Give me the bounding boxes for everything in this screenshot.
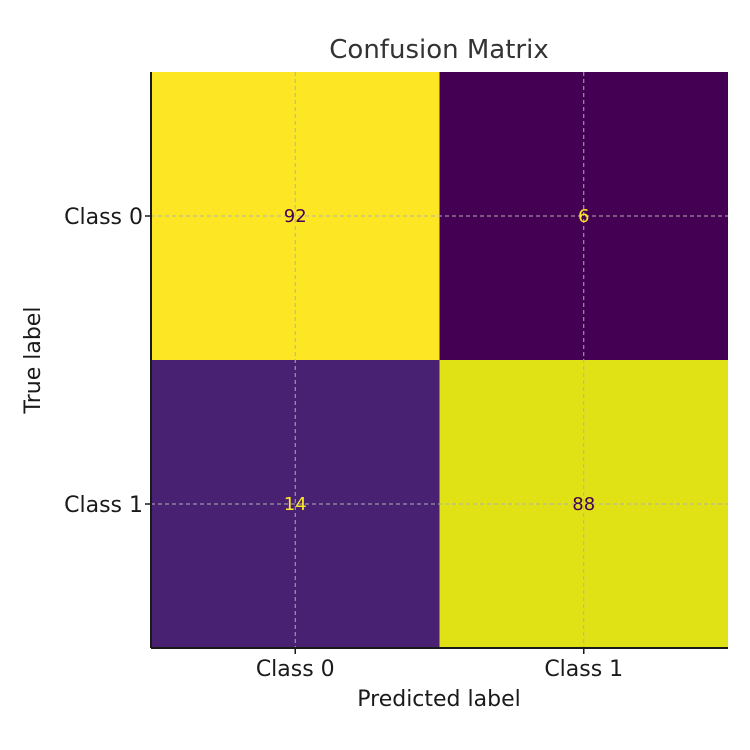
heatmap-cells	[151, 72, 728, 648]
x-tick-label: Class 1	[544, 657, 623, 682]
y-tick-label: Class 1	[64, 493, 143, 518]
gridlines	[151, 72, 728, 648]
cell-values: 92 6 14 88	[284, 206, 595, 515]
cell-value-label: 14	[284, 494, 307, 515]
cell-value-label: 6	[578, 206, 589, 227]
chart-title: Confusion Matrix	[329, 35, 548, 65]
y-axis-label: True label	[21, 307, 46, 415]
x-axis-label: Predicted label	[357, 687, 520, 712]
y-tick-label: Class 0	[64, 205, 143, 230]
cell-value-label: 88	[572, 494, 595, 515]
x-tick-label: Class 0	[256, 657, 335, 682]
axis-ticks: Class 0 Class 1 Class 0 Class 1	[64, 205, 623, 682]
cell-value-label: 92	[284, 206, 307, 227]
